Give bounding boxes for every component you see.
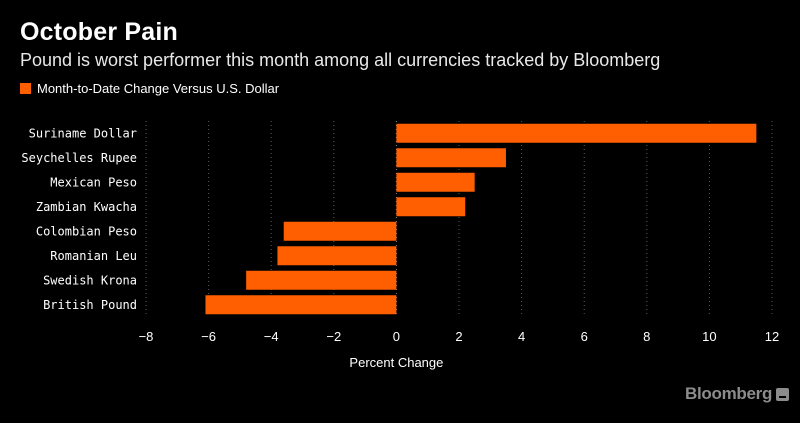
- bar: [396, 172, 475, 192]
- bar: [396, 123, 757, 143]
- chart-subtitle: Pound is worst performer this month amon…: [20, 50, 661, 70]
- x-tick-label: 2: [455, 329, 462, 344]
- bar: [205, 295, 397, 315]
- bar: [283, 221, 397, 241]
- x-tick-label: 8: [643, 329, 650, 344]
- legend: Month-to-Date Change Versus U.S. Dollar: [20, 81, 279, 96]
- bar: [246, 270, 397, 290]
- x-tick-label: −2: [326, 329, 341, 344]
- category-label: Zambian Kwacha: [36, 200, 137, 214]
- category-labels: Suriname Dollar Seychelles Rupee Mexican P…: [21, 126, 137, 312]
- category-label: Mexican Peso: [50, 175, 137, 189]
- category-label: Colombian Peso: [36, 224, 137, 238]
- bloomberg-terminal-icon: [776, 387, 790, 401]
- x-tick-label: 6: [581, 329, 588, 344]
- x-tick-label: −6: [201, 329, 216, 344]
- legend-swatch: [20, 83, 31, 94]
- category-label: Romanian Leu: [50, 249, 137, 263]
- x-tick-label: 4: [518, 329, 525, 344]
- bar: [396, 197, 466, 217]
- bar: [396, 148, 506, 168]
- x-tick-labels: −8 −6 −4 −2 0 2 4 6 8 10 12: [139, 329, 780, 344]
- x-tick-label: −4: [264, 329, 279, 344]
- brand-name: Bloomberg: [685, 384, 773, 403]
- bloomberg-logo: Bloomberg: [685, 384, 790, 404]
- legend-label: Month-to-Date Change Versus U.S. Dollar: [37, 81, 280, 96]
- chart-title: October Pain: [20, 18, 178, 46]
- category-label: Suriname Dollar: [29, 126, 137, 140]
- bar: [277, 246, 397, 266]
- category-label: British Pound: [43, 298, 137, 312]
- bars: [205, 123, 757, 315]
- x-tick-label: 0: [393, 329, 400, 344]
- x-tick-label: −8: [139, 329, 154, 344]
- category-label: Swedish Krona: [43, 273, 137, 287]
- x-axis-title: Percent Change: [349, 355, 443, 370]
- category-label: Seychelles Rupee: [21, 151, 137, 165]
- x-tick-label: 12: [765, 329, 779, 344]
- x-tick-label: 10: [702, 329, 716, 344]
